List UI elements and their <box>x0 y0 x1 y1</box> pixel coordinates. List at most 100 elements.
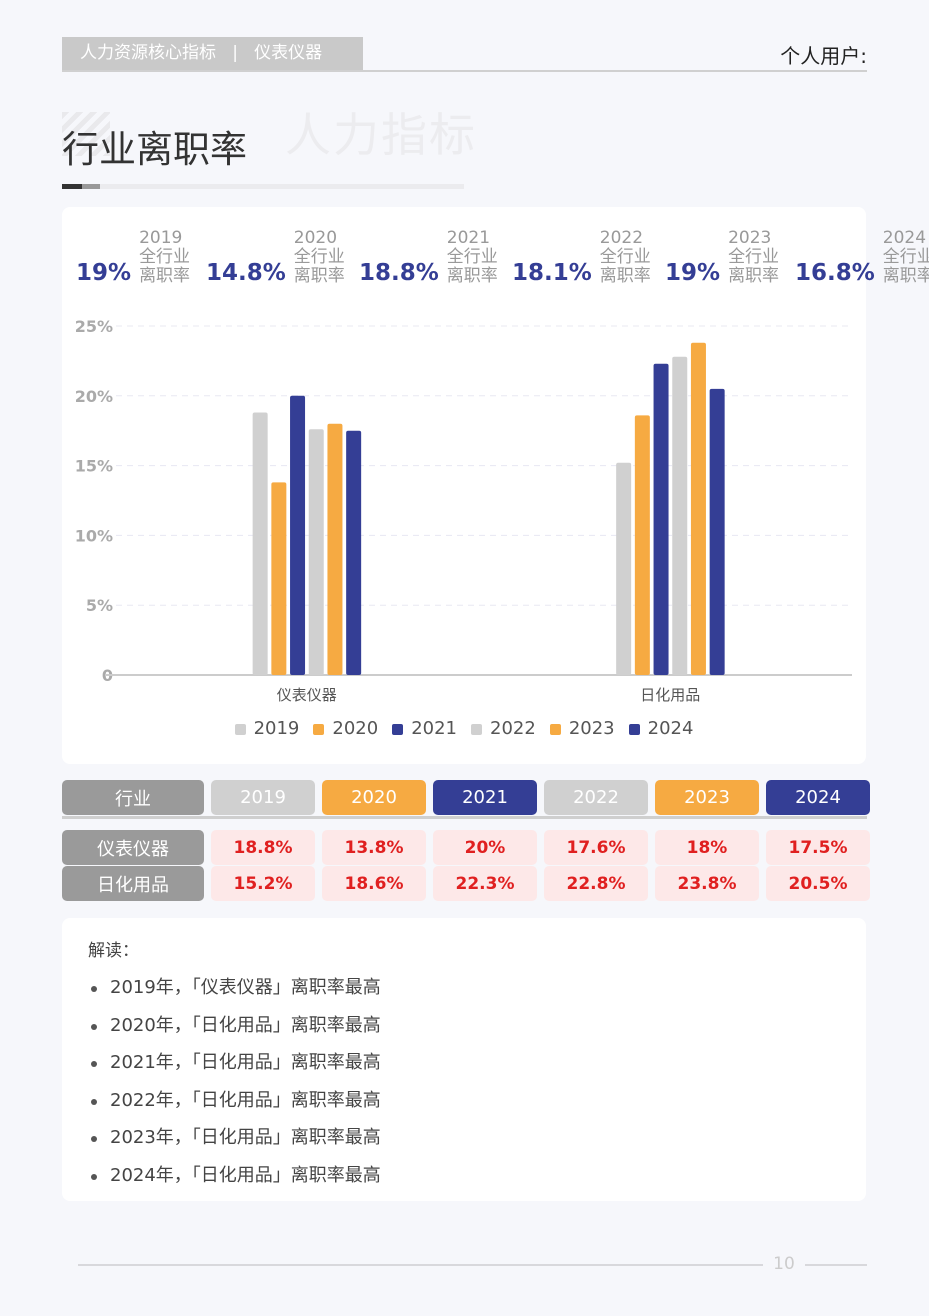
table-header-cell: 2024 <box>766 780 870 815</box>
bar-2023-0 <box>327 423 343 675</box>
legend-swatch <box>471 723 482 735</box>
legend-item[interactable]: 2023 <box>549 718 615 739</box>
legend-label: 2020 <box>332 718 379 739</box>
stat-item: 19% 2023全行业离职率 <box>665 228 786 287</box>
note-item: 2022年，「日化用品」离职率最高 <box>88 1082 840 1120</box>
stat-label: 2020全行业离职率 <box>293 228 345 286</box>
y-tick-label: 25% <box>75 317 113 336</box>
header-divider <box>62 70 867 72</box>
user-label: 个人用户: <box>780 44 867 68</box>
decorative-stripes <box>62 112 110 156</box>
legend-item[interactable]: 2022 <box>471 718 536 739</box>
notes-heading: 解读： <box>88 941 139 961</box>
stat-label: 2024全行业离职率 <box>882 228 929 286</box>
stat-item: 16.8% 2024全行业离职率 <box>795 228 929 287</box>
y-tick-label: 10% <box>75 526 113 545</box>
legend-swatch <box>234 723 246 735</box>
legend-item[interactable]: 2019 <box>234 718 300 739</box>
stat-label: 2021全行业离职率 <box>446 228 498 286</box>
table-cell: 17.6% <box>544 830 648 865</box>
stat-label: 2019全行业离职率 <box>139 228 191 286</box>
table-header-divider <box>62 816 867 819</box>
stat-value: 19% <box>665 260 721 286</box>
legend-swatch <box>628 723 640 735</box>
table-header-cell: 2022 <box>544 780 648 815</box>
bar-2021-0 <box>290 395 306 675</box>
table-cell: 17.5% <box>766 830 870 865</box>
bar-2021-1 <box>653 363 669 675</box>
stat-item: 18.1% 2022全行业离职率 <box>512 228 658 287</box>
table-header-cell: 2020 <box>322 780 426 815</box>
chart-card: 19% 2019全行业离职率 14.8% 2020全行业离职率 18.8% 2021全行业… <box>62 207 929 764</box>
row-label: 仪表仪器 <box>62 830 204 865</box>
bar-2023-1 <box>690 342 706 675</box>
y-tick-label: 5% <box>86 596 113 615</box>
watermark-text: 人力指标 <box>285 108 477 162</box>
table-cell: 18.8% <box>211 830 315 865</box>
title-underline <box>62 184 464 189</box>
bar-2020-0 <box>271 482 287 675</box>
page-number: 10 <box>773 1254 795 1274</box>
bar-2022-1 <box>672 356 688 675</box>
stat-item: 19% 2019全行业离职率 <box>76 228 197 287</box>
chart-legend: 2019 2020 2021 2022 2023 2024 <box>62 718 866 739</box>
table-cell: 18.6% <box>322 866 426 901</box>
note-item: 2024年，「日化用品」离职率最高 <box>88 1157 840 1195</box>
table-header-cell: 2019 <box>211 780 315 815</box>
stat-value: 18.8% <box>359 260 439 286</box>
stat-item: 14.8% 2020全行业离职率 <box>206 228 352 287</box>
footer-line <box>78 1264 763 1266</box>
legend-item[interactable]: 2024 <box>628 718 694 739</box>
table-cell: 20.5% <box>766 866 870 901</box>
table-cell: 23.8% <box>655 866 759 901</box>
legend-swatch <box>392 723 404 735</box>
bar-2024-1 <box>709 388 725 675</box>
section-header: 人力资源核心指标 | 仪表仪器 <box>62 37 363 70</box>
table-cell: 15.2% <box>211 866 315 901</box>
legend-swatch <box>313 723 325 735</box>
table-header-cell: 行业 <box>62 780 204 815</box>
table-cell: 22.8% <box>544 866 648 901</box>
bar-2020-1 <box>634 415 650 675</box>
table-cell: 13.8% <box>322 830 426 865</box>
legend-item[interactable]: 2020 <box>313 718 378 739</box>
table-row: 仪表仪器 18.8% 13.8% 20% 17.6% 18% 17.5% <box>62 830 870 865</box>
legend-swatch <box>549 723 561 735</box>
table-header-cell: 2023 <box>655 780 759 815</box>
legend-label: 2019 <box>253 718 300 739</box>
table-cell: 20% <box>433 830 537 865</box>
row-label: 日化用品 <box>62 866 204 901</box>
stat-value: 18.1% <box>512 260 592 286</box>
footer-line <box>805 1264 867 1266</box>
stat-label: 2022全行业离职率 <box>599 228 651 286</box>
x-tick-label: 日化用品 <box>640 686 700 704</box>
note-item: 2021年，「日化用品」离职率最高 <box>88 1044 840 1082</box>
interpretation-panel: 解读： 2019年，「仪表仪器」离职率最高 2020年，「日化用品」离职率最高 20… <box>62 918 866 1201</box>
legend-item[interactable]: 2021 <box>392 718 457 739</box>
table-header-row: 行业 2019 2020 2021 2022 2023 2024 <box>62 780 870 815</box>
bar-2019-1 <box>616 462 632 675</box>
note-item: 2019年，「仪表仪器」离职率最高 <box>88 969 840 1007</box>
table-row: 日化用品 15.2% 18.6% 22.3% 22.8% 23.8% 20.5% <box>62 866 870 901</box>
y-tick-label: 15% <box>75 457 113 476</box>
note-item: 2020年，「日化用品」离职率最高 <box>88 1007 840 1045</box>
bar-2024-0 <box>346 430 362 675</box>
stat-value: 16.8% <box>795 260 875 286</box>
stat-item: 18.8% 2021全行业离职率 <box>359 228 505 287</box>
table-cell: 22.3% <box>433 866 537 901</box>
x-tick-label: 仪表仪器 <box>277 686 337 704</box>
note-item: 2023年，「日化用品」离职率最高 <box>88 1119 840 1157</box>
y-tick-label: 20% <box>75 387 113 406</box>
table-cell: 18% <box>655 830 759 865</box>
bar-2019-0 <box>252 412 268 675</box>
bar-2022-0 <box>308 429 324 675</box>
stat-value: 19% <box>76 260 132 286</box>
legend-label: 2021 <box>411 718 457 739</box>
legend-label: 2024 <box>647 718 694 739</box>
page-title: 行业离职率 <box>62 128 247 171</box>
table-header-cell: 2021 <box>433 780 537 815</box>
legend-label: 2023 <box>568 718 615 739</box>
stat-label: 2023全行业离职率 <box>728 228 780 286</box>
stat-value: 14.8% <box>206 260 286 286</box>
